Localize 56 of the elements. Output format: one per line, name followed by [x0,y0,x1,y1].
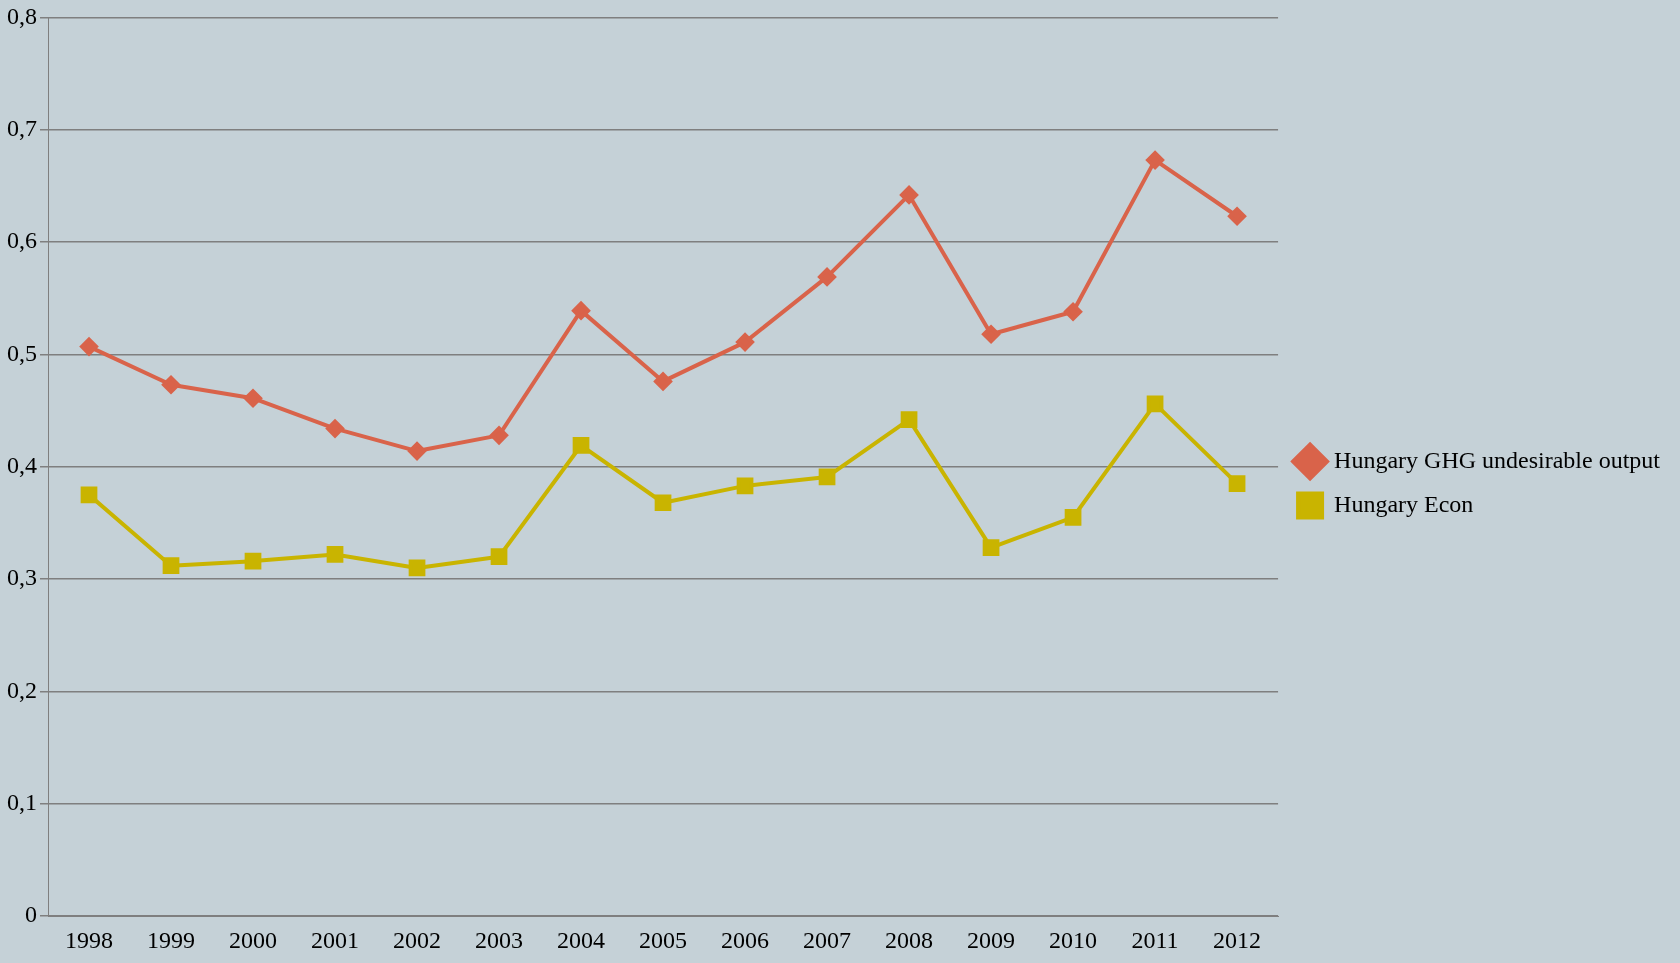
x-tick-label: 2005 [639,926,688,953]
point [80,486,98,504]
point [1064,508,1082,526]
x-tick-label: 2007 [803,926,852,953]
y-tick-label: 0,4 [7,452,37,479]
point [736,333,755,352]
x-tick-label: 2011 [1131,926,1179,953]
x-tick-label: 2008 [885,926,934,953]
y-tick-label: 0,8 [7,2,37,29]
point [1064,302,1083,321]
x-tick-label: 1999 [147,926,196,953]
y-tick-label: 0 [25,901,37,928]
point [982,539,1000,557]
point [900,411,918,428]
legend-label: Hungary GHG undesirable output [1334,446,1661,473]
x-tick-label: 2000 [229,926,278,953]
point [1146,395,1164,413]
x-tick-label: 1998 [65,926,113,953]
x-tick-label: 2004 [557,926,606,953]
point [244,552,262,570]
point [572,301,591,320]
point [654,372,673,391]
point [490,426,509,445]
point [80,337,98,356]
point [408,559,426,577]
point [900,185,919,204]
point [572,437,590,454]
point [326,546,344,563]
x-tick-label: 2002 [393,926,442,953]
point [1228,207,1247,226]
point [818,468,836,486]
y-tick-label: 0,1 [7,789,37,816]
x-tick-label: 2009 [967,926,1016,953]
point [654,494,672,512]
point [162,375,181,394]
x-tick-label: 2001 [311,926,360,953]
y-tick-label: 0,5 [7,339,37,366]
point [244,389,263,408]
point [982,325,1001,344]
x-tick-label: 2010 [1049,926,1098,953]
point [162,557,180,575]
x-tick-label: 2006 [721,926,770,953]
y-tick-label: 0,2 [7,676,37,703]
y-tick-label: 0,7 [7,115,37,142]
point [490,548,508,566]
legend-label: Hungary Econ [1334,490,1474,517]
point [736,477,754,495]
point [1146,151,1165,170]
point [818,267,837,286]
x-tick-label: 2012 [1213,926,1262,953]
y-tick-label: 0,3 [7,564,37,591]
point [1228,475,1246,493]
y-tick-label: 0,6 [7,227,37,254]
point [326,419,345,438]
x-tick-label: 2003 [475,926,524,953]
point [408,442,427,461]
